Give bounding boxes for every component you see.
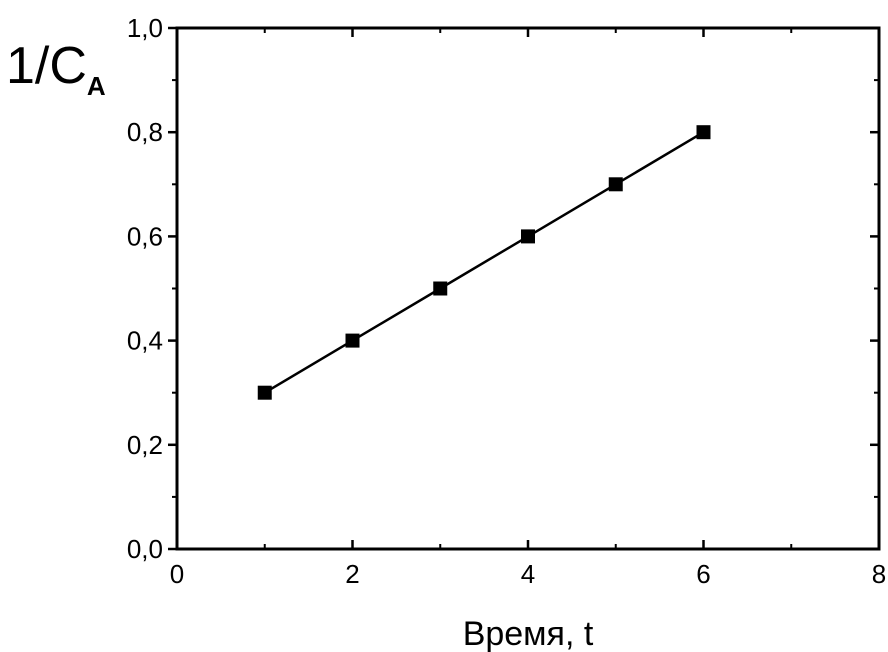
data-point [257, 385, 272, 400]
x-tick-label: 2 [345, 559, 359, 589]
plot-frame [175, 26, 881, 551]
data-point [521, 229, 535, 244]
data-point [345, 333, 360, 348]
x-tick-label: 6 [696, 559, 710, 589]
x-tick-label: 4 [521, 559, 535, 589]
series-line [264, 131, 705, 394]
axis-ticks [168, 26, 881, 551]
y-tick-label: 0,0 [127, 534, 163, 564]
x-tick-label: 8 [872, 559, 886, 589]
x-tick-labels: 0 2 4 6 8 [170, 559, 886, 589]
y-tick-label: 0,8 [127, 117, 163, 147]
data-point [433, 281, 448, 296]
data-point [608, 177, 623, 192]
y-axis-title-main: 1/C [6, 37, 87, 95]
y-tick-labels: 0,0 0,2 0,4 0,6 0,8 1,0 [127, 13, 163, 564]
data-point [696, 125, 711, 140]
y-tick-label: 0,2 [127, 430, 163, 460]
y-tick-label: 0,6 [127, 221, 163, 251]
x-axis-title: Время, t [463, 615, 594, 652]
y-axis-title-subscript: A [87, 71, 106, 101]
y-tick-label: 1,0 [127, 13, 163, 43]
y-tick-label: 0,4 [127, 326, 163, 356]
x-tick-label: 0 [170, 559, 184, 589]
y-axis-title: 1/CA [6, 37, 106, 101]
data-series [257, 125, 711, 400]
